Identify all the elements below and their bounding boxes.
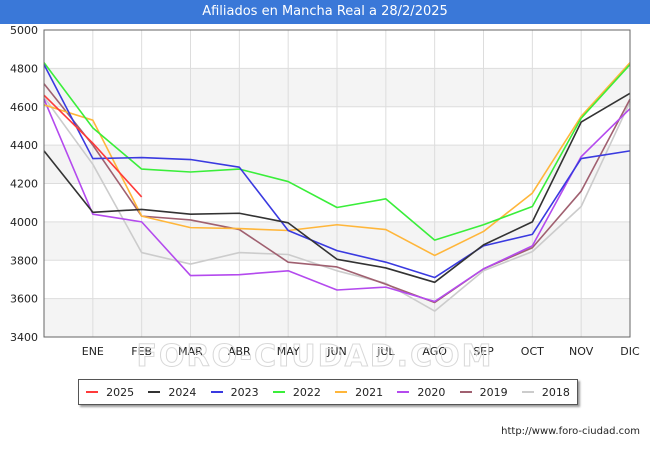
series-line-2018 <box>43 96 631 312</box>
legend-swatch <box>272 391 285 393</box>
legend-item-2022: 2022 <box>272 385 321 399</box>
legend-item-2020: 2020 <box>397 386 445 399</box>
y-tick-label: 4200 <box>10 178 38 191</box>
legend-swatch <box>210 391 223 393</box>
y-tick-label: 4000 <box>10 216 38 229</box>
series-line-2025 <box>43 94 143 198</box>
legend-label: 2023 <box>230 385 259 399</box>
legend-swatch <box>397 391 410 393</box>
legend-item-2019: 2019 <box>459 385 508 399</box>
x-tick-label: MAY <box>277 345 300 358</box>
legend-item-2025: 2025 <box>86 386 134 399</box>
legend-item-2018: 2018 <box>521 385 570 399</box>
legend-swatch <box>148 391 161 393</box>
x-tick-label: ENE <box>82 345 104 358</box>
series-line-2024 <box>43 92 631 284</box>
y-tick-label: 4600 <box>10 101 38 114</box>
x-tick-label: JUN <box>326 345 347 358</box>
legend-label: 2019 <box>479 385 508 399</box>
y-tick-label: 4800 <box>10 62 38 75</box>
legend-label: 2020 <box>417 385 446 399</box>
x-tick-label: MAR <box>178 345 203 358</box>
x-tick-label: AGO <box>422 345 447 358</box>
legend-item-2024: 2024 <box>148 386 196 399</box>
legend-label: 2022 <box>292 385 321 399</box>
x-tick-label: ABR <box>228 345 251 358</box>
y-tick-label: 4400 <box>10 139 38 152</box>
footer-url: http://www.foro-ciudad.com <box>501 426 640 437</box>
legend-label: 2025 <box>106 385 135 399</box>
plot-frame <box>43 29 631 338</box>
series-lines <box>43 62 631 312</box>
x-tick-label: DIC <box>620 345 640 358</box>
y-axis-ticks: 3400 3600 3800 4000 4200 4400 4600 4800 5000 <box>10 24 38 344</box>
chart-title: Afiliados en Mancha Real a 28/2/2025 <box>0 0 650 24</box>
x-tick-label: JUL <box>376 345 395 358</box>
series-line-2020 <box>43 98 631 303</box>
legend-swatch <box>86 391 99 393</box>
series-line-2023 <box>43 64 631 279</box>
legend-label: 2021 <box>355 385 384 399</box>
x-tick-label: NOV <box>569 345 594 358</box>
legend-swatch <box>335 391 348 393</box>
x-axis-ticks: ENE FEB MAR ABR MAY JUN JUL AGO SEP OCT NOV DIC <box>82 345 640 358</box>
series-line-2021 <box>43 62 631 257</box>
y-tick-label: 5000 <box>10 24 38 37</box>
legend-label: 2024 <box>168 385 197 399</box>
x-tick-label: FEB <box>131 345 152 358</box>
x-tick-label: SEP <box>473 345 494 358</box>
legend-item-2023: 2023 <box>210 385 259 399</box>
y-tick-label: 3400 <box>10 331 38 344</box>
legend-item-2021: 2021 <box>335 386 383 399</box>
y-tick-label: 3800 <box>10 254 38 267</box>
legend-swatch <box>521 391 534 393</box>
series-line-2022 <box>43 62 631 241</box>
legend-label: 2018 <box>541 385 570 399</box>
x-tick-label: OCT <box>521 345 544 358</box>
legend: 2025 2024 2023 2022 2021 2020 2019 2018 <box>78 379 578 405</box>
watermark: FORO-CIUDAD.COM <box>137 339 494 374</box>
y-tick-label: 3600 <box>10 293 38 306</box>
legend-swatch <box>459 391 472 393</box>
